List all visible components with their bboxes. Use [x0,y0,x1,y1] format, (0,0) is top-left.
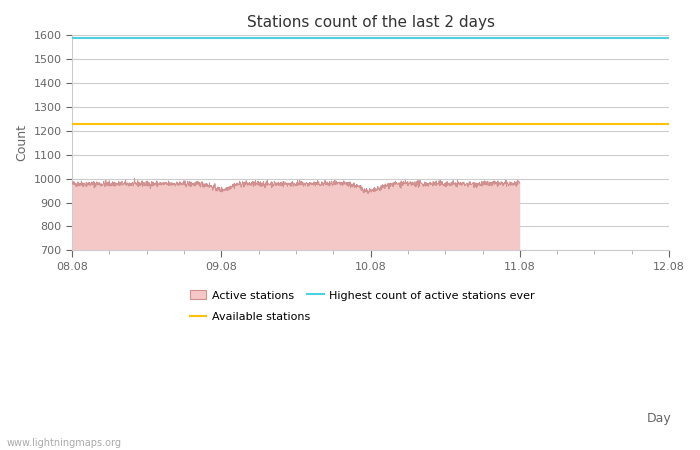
Title: Stations count of the last 2 days: Stations count of the last 2 days [246,15,495,30]
Text: www.lightningmaps.org: www.lightningmaps.org [7,438,122,448]
Legend: Available stations: Available stations [185,307,314,327]
Y-axis label: Count: Count [15,124,28,162]
Text: Day: Day [648,412,672,425]
